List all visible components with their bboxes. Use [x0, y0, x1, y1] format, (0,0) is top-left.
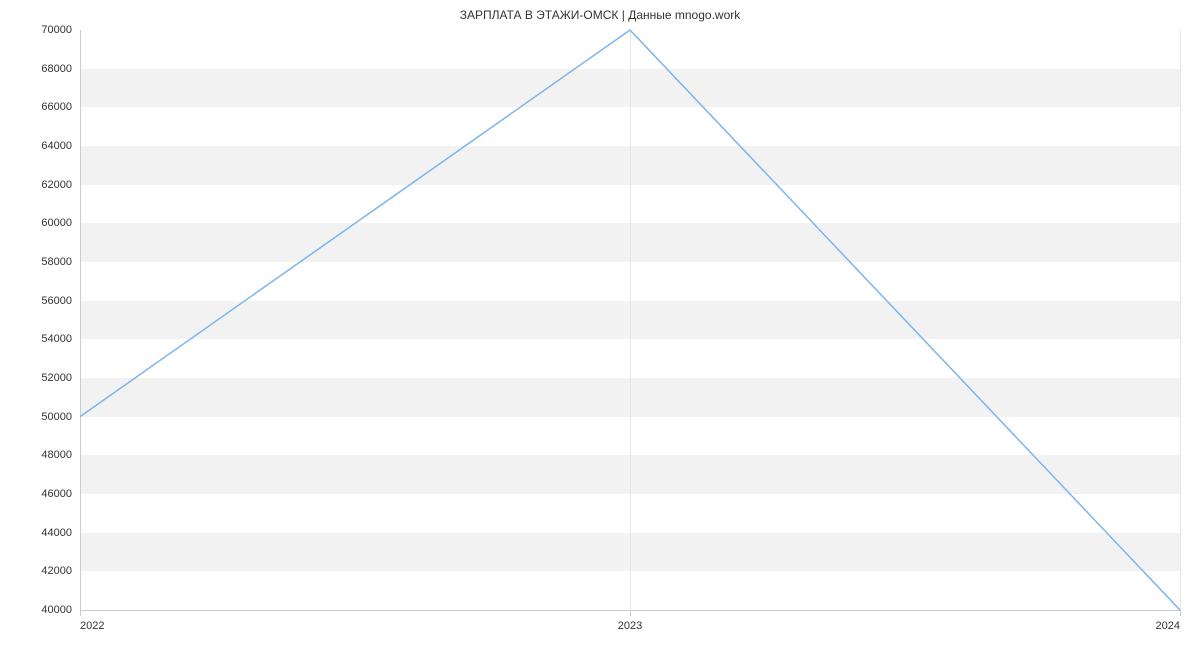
y-tick-label: 68000 [12, 63, 72, 75]
y-tick-label: 42000 [12, 565, 72, 577]
y-tick-label: 44000 [12, 527, 72, 539]
x-tick-label: 2022 [80, 620, 104, 632]
y-tick-label: 46000 [12, 488, 72, 500]
x-tick-mark [1180, 610, 1181, 616]
x-tick-mark [80, 610, 81, 616]
y-tick-label: 52000 [12, 372, 72, 384]
y-tick-label: 70000 [12, 24, 72, 36]
y-tick-label: 50000 [12, 411, 72, 423]
series-salary [80, 30, 1180, 610]
plot-area: 4000042000440004600048000500005200054000… [80, 30, 1180, 610]
x-tick-label: 2023 [618, 620, 642, 632]
y-tick-label: 58000 [12, 256, 72, 268]
y-tick-label: 60000 [12, 217, 72, 229]
x-tick-label: 2024 [1156, 620, 1180, 632]
chart-title: ЗАРПЛАТА В ЭТАЖИ-ОМСК | Данные mnogo.wor… [0, 8, 1200, 22]
y-tick-label: 66000 [12, 101, 72, 113]
y-tick-label: 56000 [12, 295, 72, 307]
y-tick-label: 48000 [12, 449, 72, 461]
line-layer [80, 30, 1180, 610]
y-tick-label: 62000 [12, 179, 72, 191]
salary-chart: ЗАРПЛАТА В ЭТАЖИ-ОМСК | Данные mnogo.wor… [0, 0, 1200, 650]
y-tick-label: 64000 [12, 140, 72, 152]
y-tick-label: 40000 [12, 604, 72, 616]
grid-vline [1180, 30, 1181, 610]
y-tick-label: 54000 [12, 333, 72, 345]
x-tick-mark [630, 610, 631, 616]
